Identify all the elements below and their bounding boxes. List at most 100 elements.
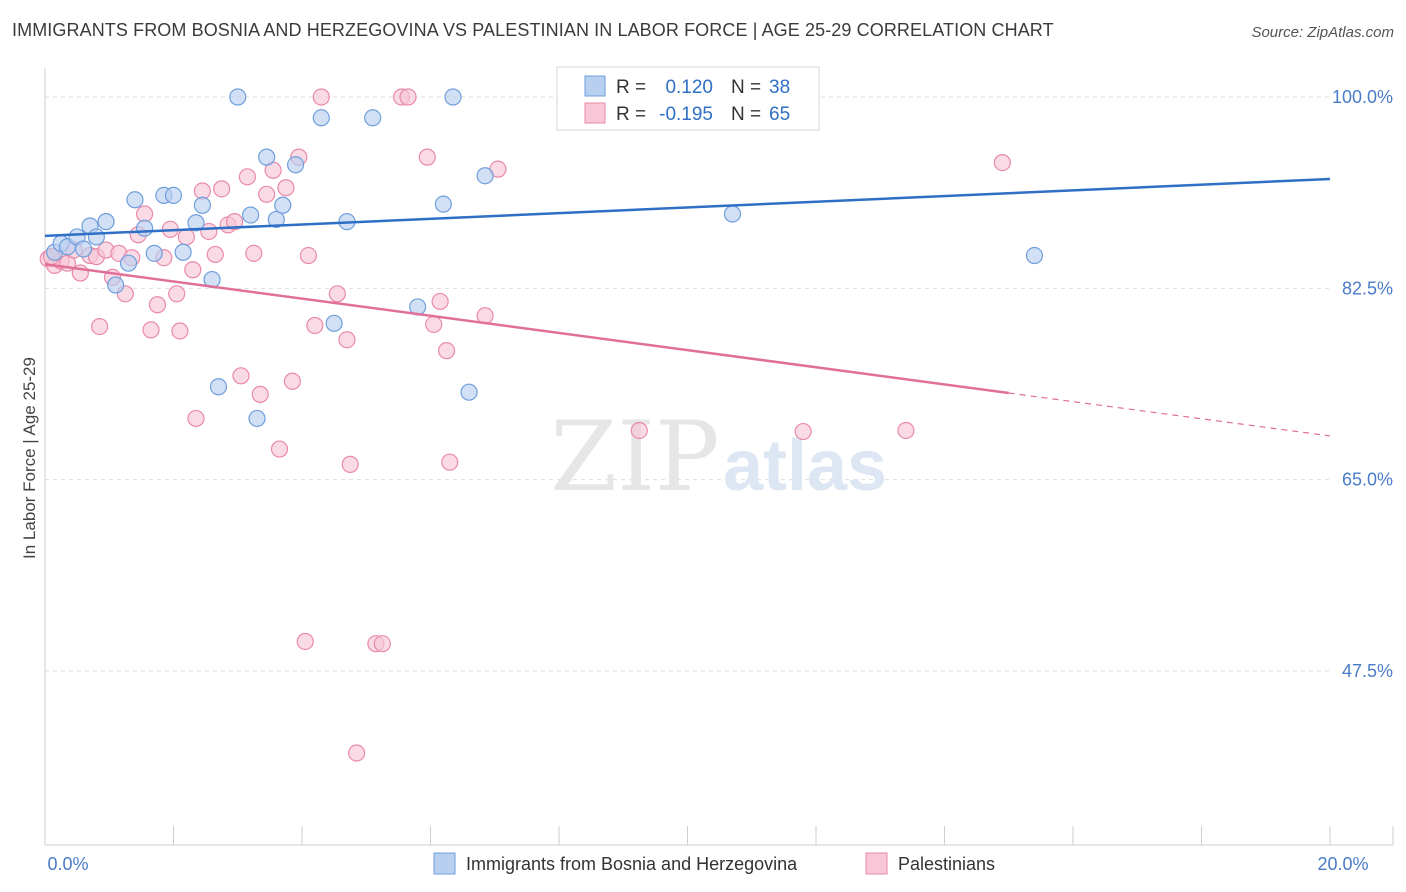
- data-point-palestinians: [283, 372, 301, 390]
- x-tick-label-max: 20.0%: [1317, 854, 1368, 874]
- data-point-bosnia: [187, 214, 205, 232]
- legend-swatch-palestinians: [865, 852, 888, 875]
- y-tick-label: 47.5%: [1342, 661, 1393, 681]
- data-point-bosnia: [267, 210, 285, 229]
- data-point-palestinians: [177, 228, 195, 246]
- data-point-bosnia: [229, 88, 247, 106]
- chart-title: IMMIGRANTS FROM BOSNIA AND HERZEGOVINA V…: [12, 20, 1054, 40]
- data-point-bosnia: [444, 88, 462, 106]
- data-point-palestinians: [148, 296, 167, 314]
- series-legend: Immigrants from Bosnia and Herzegovina P…: [433, 852, 995, 875]
- watermark-zip: ZIP: [550, 401, 719, 513]
- stats-legend-swatch-blue: [584, 75, 606, 97]
- data-point-palestinians: [135, 205, 154, 223]
- data-point-palestinians: [296, 632, 314, 651]
- data-point-palestinians: [373, 635, 391, 653]
- data-point-palestinians: [425, 315, 443, 334]
- data-point-bosnia: [434, 195, 452, 213]
- y-tick-label: 82.5%: [1342, 278, 1393, 298]
- data-point-palestinians: [993, 154, 1011, 172]
- grid-lines: [45, 96, 1330, 672]
- data-point-palestinians: [91, 318, 109, 336]
- data-points: [39, 88, 1044, 762]
- data-point-palestinians: [225, 213, 244, 231]
- trend-lines: [44, 177, 1331, 437]
- data-point-palestinians: [251, 385, 269, 403]
- data-point-bosnia: [74, 240, 93, 258]
- data-point-palestinians: [437, 342, 456, 360]
- stats-n-value-blue: 38: [769, 77, 790, 98]
- data-point-palestinians: [306, 316, 324, 335]
- legend-label-bosnia: Immigrants from Bosnia and Herzegovina: [466, 854, 798, 874]
- data-point-palestinians: [258, 185, 276, 203]
- y-tick-label: 65.0%: [1342, 470, 1393, 490]
- data-point-palestinians: [312, 88, 330, 106]
- stats-n-label-blue: N =: [731, 77, 761, 98]
- data-point-palestinians: [238, 168, 256, 186]
- data-point-palestinians: [431, 292, 449, 311]
- data-point-bosnia: [119, 254, 138, 272]
- data-point-palestinians: [168, 285, 186, 303]
- y-tick-labels: 47.5% 65.0% 82.5% 100.0%: [1332, 87, 1393, 681]
- data-point-bosnia: [1025, 246, 1044, 265]
- data-point-bosnia: [126, 191, 144, 209]
- data-point-palestinians: [348, 744, 366, 762]
- data-point-palestinians: [270, 440, 289, 458]
- stats-r-value-blue: 0.120: [665, 77, 713, 98]
- data-point-bosnia: [286, 156, 305, 174]
- data-point-bosnia: [107, 276, 125, 294]
- data-point-bosnia: [274, 196, 292, 214]
- data-point-palestinians: [232, 367, 250, 385]
- data-point-bosnia: [164, 186, 183, 204]
- data-point-palestinians: [299, 246, 318, 265]
- x-tick-label-min: 0.0%: [47, 854, 88, 874]
- data-point-palestinians: [142, 321, 160, 339]
- data-point-bosnia: [248, 409, 266, 428]
- data-point-bosnia: [174, 243, 192, 261]
- legend-label-palestinians: Palestinians: [898, 854, 995, 874]
- data-point-bosnia: [97, 213, 115, 231]
- data-point-palestinians: [171, 322, 189, 340]
- data-point-palestinians: [184, 261, 202, 279]
- legend-swatch-bosnia: [433, 852, 456, 875]
- data-point-bosnia: [460, 383, 478, 401]
- data-point-bosnia: [209, 378, 228, 396]
- data-point-bosnia: [193, 196, 212, 214]
- y-axis-label: In Labor Force | Age 25-29: [20, 357, 39, 559]
- data-point-bosnia: [258, 148, 276, 166]
- data-point-bosnia: [87, 228, 106, 246]
- data-point-bosnia: [364, 109, 382, 127]
- stats-r-label-pink: R =: [616, 104, 646, 125]
- data-point-bosnia: [135, 219, 154, 237]
- data-point-palestinians: [399, 88, 417, 106]
- data-point-palestinians: [193, 182, 212, 200]
- data-point-bosnia: [325, 314, 343, 332]
- stats-r-value-pink: -0.195: [659, 104, 713, 125]
- trend-line-extension: [1008, 392, 1331, 437]
- data-point-bosnia: [242, 206, 260, 224]
- data-point-palestinians: [187, 409, 205, 428]
- data-point-bosnia: [312, 109, 330, 127]
- stats-n-value-pink: 65: [769, 104, 790, 125]
- y-tick-label: 100.0%: [1332, 87, 1393, 107]
- data-point-bosnia: [723, 205, 742, 223]
- stats-r-label-blue: R =: [616, 77, 646, 98]
- data-point-palestinians: [206, 245, 224, 264]
- data-point-palestinians: [418, 148, 436, 166]
- data-point-palestinians: [794, 422, 812, 441]
- data-point-palestinians: [630, 421, 648, 440]
- stats-legend: R = 0.120 N = 38 R = -0.195 N = 65: [556, 66, 820, 131]
- stats-legend-swatch-pink: [584, 102, 606, 124]
- data-point-bosnia: [145, 244, 163, 262]
- trend-line-bosnia: [44, 177, 1331, 238]
- data-point-palestinians: [897, 421, 915, 440]
- data-point-palestinians: [328, 285, 346, 303]
- data-point-palestinians: [245, 244, 263, 262]
- data-point-palestinians: [441, 453, 459, 471]
- data-point-palestinians: [341, 455, 359, 473]
- data-point-palestinians: [213, 180, 231, 198]
- data-point-palestinians: [338, 331, 356, 349]
- data-point-bosnia: [476, 167, 494, 185]
- chart-source: Source: ZipAtlas.com: [1251, 24, 1394, 41]
